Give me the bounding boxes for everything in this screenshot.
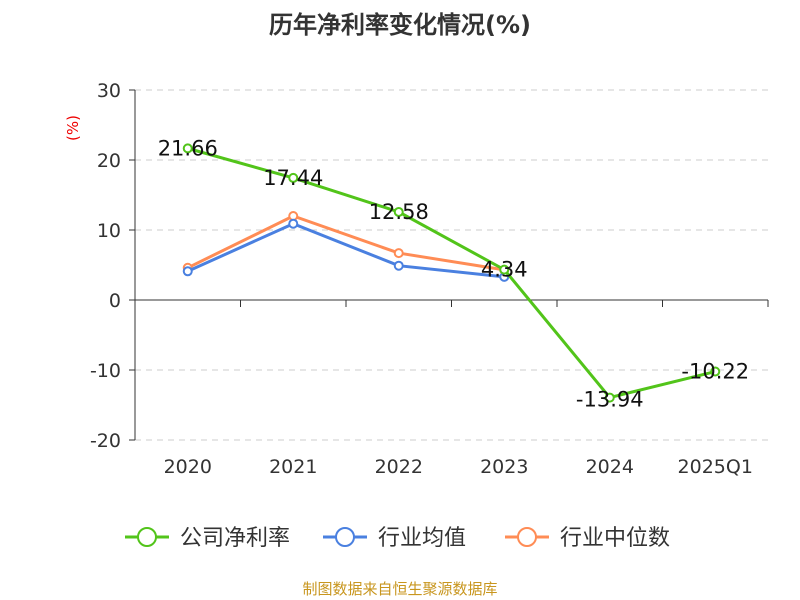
series-line [187, 146, 716, 400]
data-point [288, 218, 299, 229]
y-tick-label: 20 [97, 150, 121, 172]
legend-item[interactable]: 行业均值 [378, 526, 466, 551]
legend-item[interactable]: 公司净利率 [180, 526, 290, 551]
y-tick-label: -20 [90, 430, 121, 452]
series-line [187, 214, 505, 272]
data-point [393, 206, 404, 217]
x-tick-label: 2025Q1 [678, 456, 753, 478]
legend-marker-icon [517, 527, 537, 547]
data-point [393, 260, 404, 271]
data-point [288, 172, 299, 183]
chart-title: 历年净利率变化情况(%) [269, 11, 531, 39]
data-point [604, 392, 615, 403]
data-point [710, 366, 721, 377]
data-label: -13.94 [576, 388, 644, 412]
data-label: 12.58 [369, 200, 429, 224]
data-point [499, 264, 510, 275]
y-tick-label: 0 [109, 290, 121, 312]
x-tick-label: 2024 [586, 456, 634, 478]
y-tick-label: 10 [97, 220, 121, 242]
series-line [187, 222, 505, 279]
legend-marker-icon [335, 527, 355, 547]
data-point [393, 248, 404, 259]
footer-source: 制图数据来自恒生聚源数据库 [302, 580, 497, 598]
y-tick-label: -10 [90, 360, 121, 382]
data-label: 4.34 [481, 258, 528, 282]
x-tick-label: 2022 [375, 456, 423, 478]
data-label: 17.44 [263, 166, 323, 190]
y-axis-label: (%) [64, 115, 82, 141]
x-tick-label: 2023 [480, 456, 528, 478]
legend-item[interactable]: 行业中位数 [560, 526, 670, 551]
y-tick-label: 30 [97, 80, 121, 102]
data-label: -10.22 [681, 360, 749, 384]
x-tick-label: 2021 [269, 456, 317, 478]
data-point [182, 266, 193, 277]
legend-marker-icon [137, 527, 157, 547]
x-tick-label: 2020 [164, 456, 212, 478]
data-point [182, 143, 193, 154]
data-label: 21.66 [158, 136, 218, 160]
